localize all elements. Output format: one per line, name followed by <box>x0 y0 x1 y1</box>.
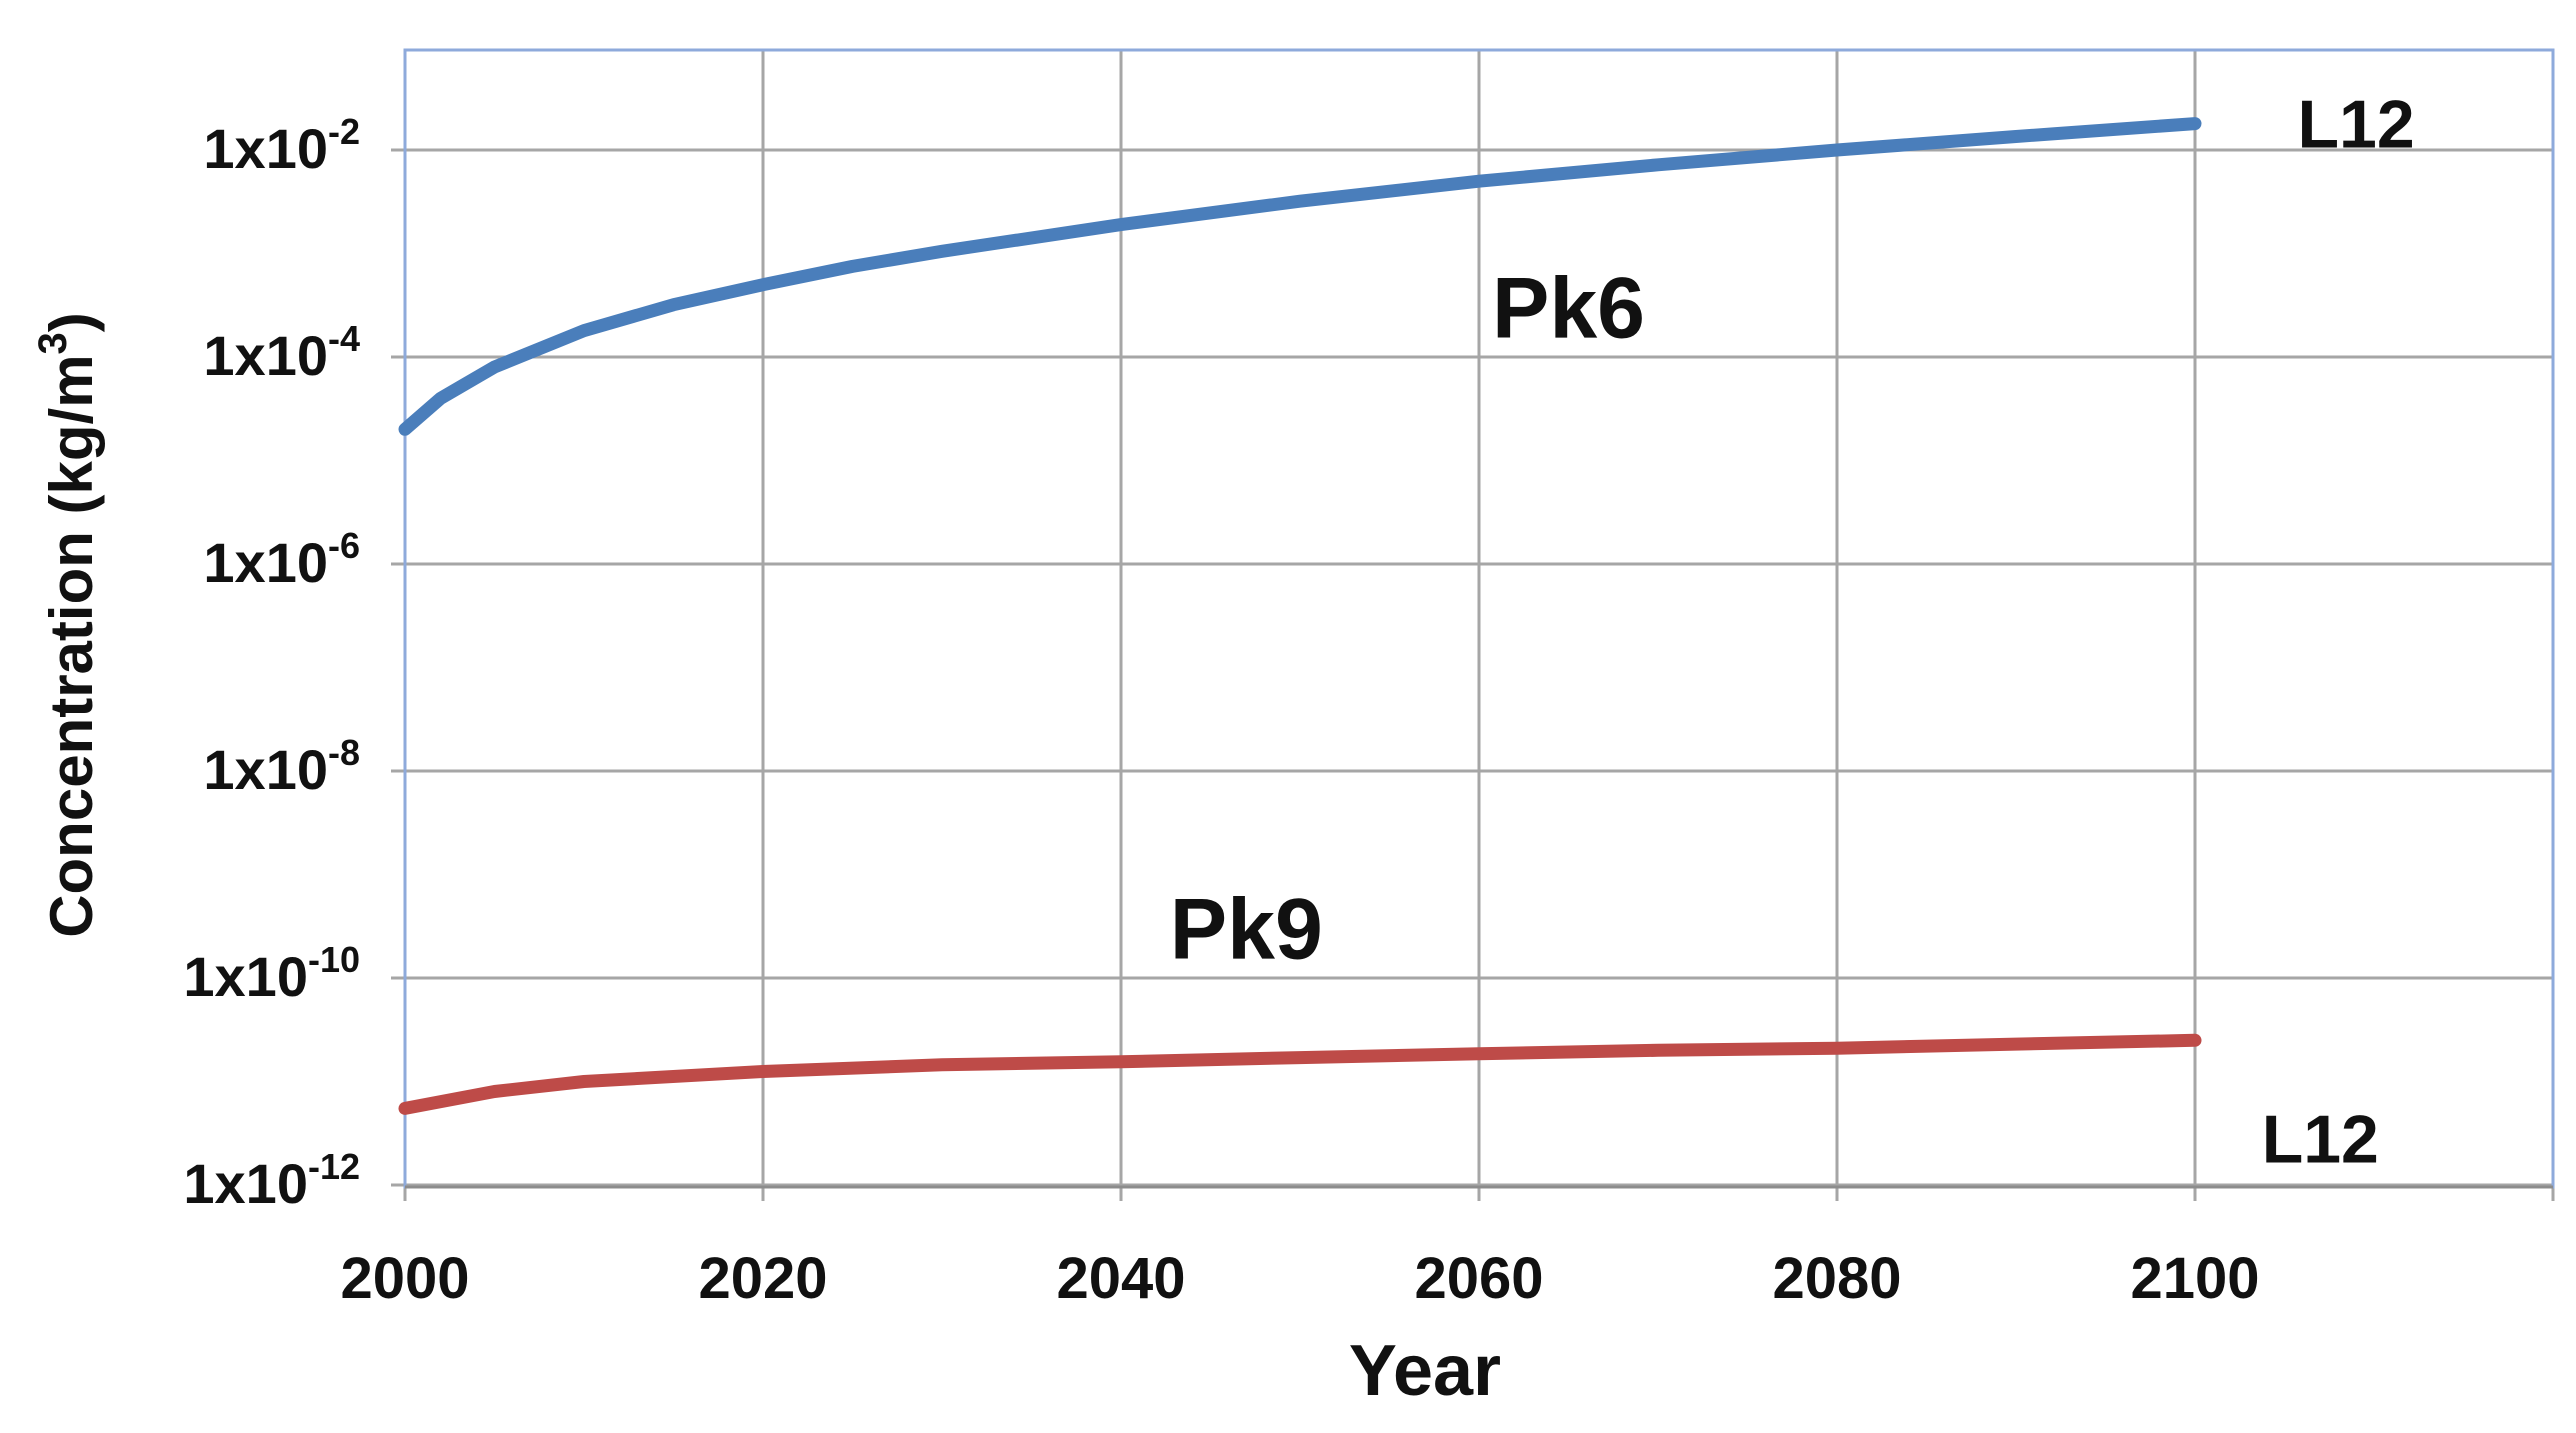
y-tick-exponent: -8 <box>328 732 360 773</box>
series-layer <box>398 117 2202 1115</box>
y-axis-title-end: ) <box>38 312 105 332</box>
y-tick-exponent: -10 <box>308 939 360 980</box>
x-tick-label: 2080 <box>1772 1246 1901 1311</box>
y-tick-exponent: -4 <box>328 318 360 359</box>
x-tick-label: 2000 <box>340 1246 469 1311</box>
y-tick-base: 1x10 <box>203 738 328 801</box>
annotation-pk9-label: Pk9 <box>1170 882 1323 978</box>
y-tick-base: 1x10 <box>203 117 328 180</box>
x-axis-title: Year <box>1349 1331 1501 1411</box>
x-tick-label: 2040 <box>1056 1246 1185 1311</box>
x-tick-label: 2020 <box>698 1246 827 1311</box>
y-tick-exponent: -2 <box>328 111 360 152</box>
y-tick-base: 1x10 <box>183 1152 308 1215</box>
series-1-line <box>398 117 2202 436</box>
y-axis-title-superscript: 3 <box>31 332 75 354</box>
x-tick-label: 2060 <box>1414 1246 1543 1311</box>
y-tick-label: 1x10-4 <box>203 318 360 387</box>
y-tick-exponent: -12 <box>308 1146 360 1187</box>
annotation-l12-label: L12 <box>2298 87 2415 163</box>
y-tick-label: 1x10-8 <box>203 732 360 801</box>
y-tick-label: 1x10-6 <box>203 525 360 594</box>
y-tick-label: 1x10-12 <box>183 1146 360 1215</box>
annotation-l12-label: L12 <box>2262 1102 2379 1178</box>
y-tick-label: 1x10-10 <box>183 939 360 1008</box>
x-axis-ticks: 2000 2020 2040 2060 2080 2100 <box>340 1246 2259 1311</box>
y-tick-base: 1x10 <box>203 531 328 594</box>
y-axis-title-main: Concentration (kg/m <box>38 354 105 937</box>
y-gridlines <box>391 148 2553 1187</box>
annotations: Pk6 Pk9 L12 L12 <box>1170 87 2415 1178</box>
y-axis-title: Concentration (kg/m3) <box>31 312 105 938</box>
y-tick-label: 1x10-2 <box>203 111 360 180</box>
annotation-pk6-label: Pk6 <box>1492 261 1645 357</box>
y-tick-base: 1x10 <box>183 945 308 1008</box>
y-tick-base: 1x10 <box>203 324 328 387</box>
y-tick-exponent: -6 <box>328 525 360 566</box>
series-2-line <box>398 1033 2202 1115</box>
x-tick-label: 2100 <box>2130 1246 2259 1311</box>
